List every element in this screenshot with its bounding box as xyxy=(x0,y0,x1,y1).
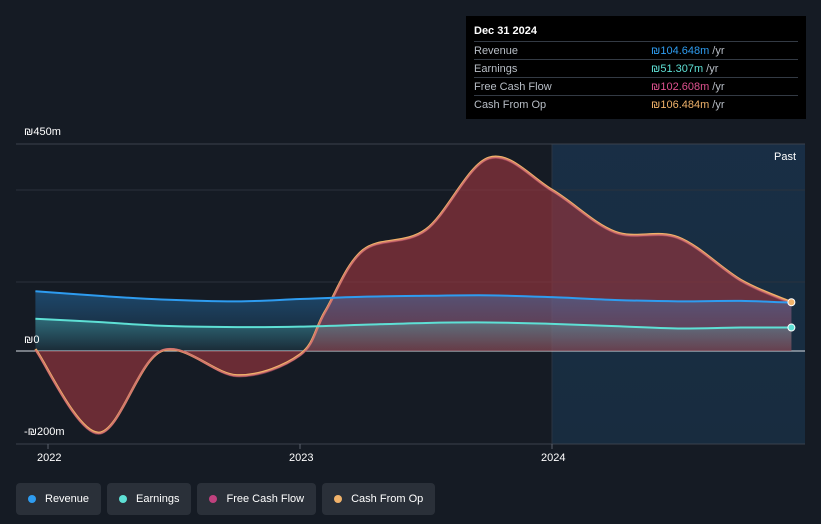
tooltip-unit: /yr xyxy=(706,62,719,75)
earnings-area xyxy=(35,318,792,351)
earnings-end-point xyxy=(787,323,796,332)
legend: Revenue Earnings Free Cash Flow Cash Fro… xyxy=(16,483,436,515)
cash-from-op-dot-icon xyxy=(334,495,343,503)
tooltip-label: Free Cash Flow xyxy=(474,80,552,93)
y-tick-label-450: ₪450m xyxy=(24,126,61,138)
revenue-line xyxy=(35,290,792,304)
earnings-dot-icon xyxy=(119,495,128,503)
tooltip-label: Cash From Op xyxy=(474,98,547,111)
legend-item-revenue[interactable]: Revenue xyxy=(16,483,102,515)
earnings-line xyxy=(35,317,792,330)
x-tick-label-2024: 2024 xyxy=(541,452,566,464)
tooltip-value: ₪51.307m xyxy=(651,62,704,75)
tooltip-value: ₪102.608m xyxy=(651,80,710,93)
tooltip-unit: /yr xyxy=(712,98,725,111)
x-tick-label-2022: 2022 xyxy=(37,452,62,464)
cash-from-op-end-point xyxy=(787,298,796,307)
tooltip-row-earnings: Earnings ₪51.307m /yr xyxy=(474,59,798,77)
tooltip-label: Revenue xyxy=(474,44,519,57)
legend-item-earnings[interactable]: Earnings xyxy=(107,483,192,515)
tooltip-row-free-cash-flow: Free Cash Flow ₪102.608m /yr xyxy=(474,77,798,95)
tooltip-label: Earnings xyxy=(474,62,518,75)
legend-label: Earnings xyxy=(136,493,180,505)
tooltip-value: ₪104.648m xyxy=(651,44,710,57)
tooltip: Dec 31 2024 Revenue ₪104.648m /yr Earnin… xyxy=(466,16,806,119)
legend-label: Revenue xyxy=(45,493,90,505)
legend-label: Cash From Op xyxy=(351,493,424,505)
tooltip-unit: /yr xyxy=(712,44,725,57)
tooltip-row-revenue: Revenue ₪104.648m /yr xyxy=(474,41,798,59)
tooltip-row-cash-from-op: Cash From Op ₪106.484m /yr xyxy=(474,95,798,113)
legend-item-free-cash-flow[interactable]: Free Cash Flow xyxy=(197,483,317,515)
tooltip-value: ₪106.484m xyxy=(651,98,710,111)
y-tick-label-neg200: -₪200m xyxy=(24,426,65,438)
free-cash-flow-line xyxy=(34,156,792,435)
free-cash-flow-dot-icon xyxy=(209,495,218,503)
past-region xyxy=(552,144,805,444)
legend-item-cash-from-op[interactable]: Cash From Op xyxy=(322,483,436,515)
past-label: Past xyxy=(774,151,797,163)
y-tick-label-0: ₪0 xyxy=(24,334,40,346)
x-tick-label-2023: 2023 xyxy=(289,452,314,464)
tooltip-date: Dec 31 2024 xyxy=(474,25,537,37)
tooltip-unit: /yr xyxy=(712,80,725,93)
revenue-dot-icon xyxy=(28,495,36,503)
chart xyxy=(16,143,805,449)
legend-label: Free Cash Flow xyxy=(226,493,305,505)
